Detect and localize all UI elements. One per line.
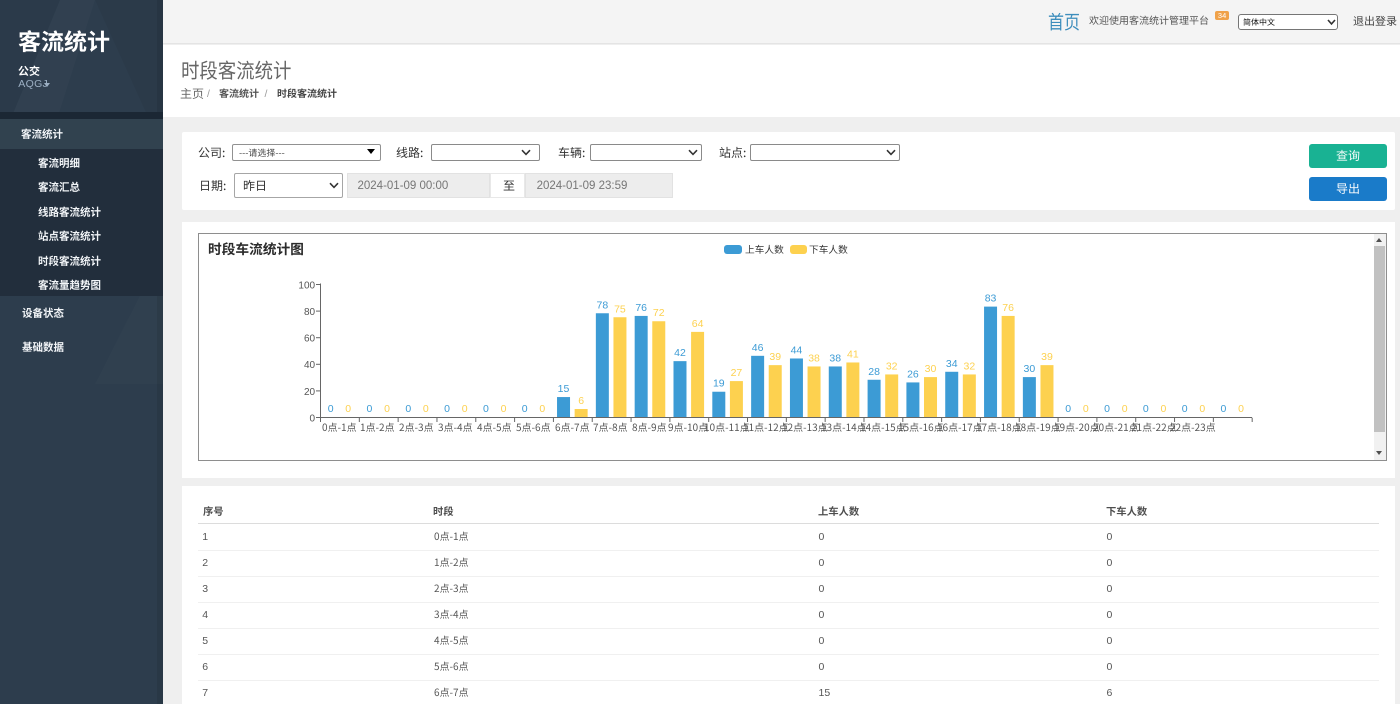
svg-text:0: 0 bbox=[1181, 403, 1187, 415]
svg-text:0: 0 bbox=[1238, 403, 1244, 415]
svg-text:0: 0 bbox=[1121, 403, 1127, 415]
svg-text:38: 38 bbox=[808, 352, 820, 364]
svg-text:30: 30 bbox=[924, 363, 936, 375]
svg-text:0: 0 bbox=[1082, 403, 1088, 415]
svg-text:40: 40 bbox=[303, 360, 315, 371]
svg-text:19: 19 bbox=[712, 378, 724, 390]
svg-text:0: 0 bbox=[482, 403, 488, 415]
svg-text:32: 32 bbox=[963, 360, 975, 372]
svg-text:0: 0 bbox=[405, 403, 411, 415]
svg-text:28: 28 bbox=[868, 366, 880, 378]
svg-text:78: 78 bbox=[596, 299, 608, 311]
svg-text:0: 0 bbox=[1065, 403, 1071, 415]
svg-text:38: 38 bbox=[829, 352, 841, 364]
svg-text:6: 6 bbox=[578, 395, 584, 407]
svg-text:0: 0 bbox=[1160, 403, 1166, 415]
svg-text:0: 0 bbox=[327, 403, 333, 415]
svg-text:0: 0 bbox=[1142, 403, 1148, 415]
svg-text:0: 0 bbox=[366, 403, 372, 415]
svg-text:100: 100 bbox=[298, 280, 315, 291]
svg-text:0: 0 bbox=[444, 403, 450, 415]
svg-text:32: 32 bbox=[885, 360, 897, 372]
svg-text:0: 0 bbox=[521, 403, 527, 415]
svg-text:27: 27 bbox=[730, 367, 742, 379]
svg-text:46: 46 bbox=[751, 342, 763, 354]
svg-text:15: 15 bbox=[557, 383, 569, 395]
svg-text:80: 80 bbox=[303, 307, 315, 318]
svg-text:34: 34 bbox=[945, 358, 957, 370]
svg-text:41: 41 bbox=[847, 348, 859, 360]
svg-text:0: 0 bbox=[1220, 403, 1226, 415]
svg-text:64: 64 bbox=[691, 318, 703, 330]
svg-text:76: 76 bbox=[635, 302, 647, 314]
svg-text:0: 0 bbox=[422, 403, 428, 415]
svg-text:60: 60 bbox=[303, 334, 315, 345]
svg-text:75: 75 bbox=[614, 303, 626, 315]
svg-text:76: 76 bbox=[1002, 302, 1014, 314]
svg-text:0: 0 bbox=[309, 413, 315, 424]
svg-text:0: 0 bbox=[1104, 403, 1110, 415]
svg-text:0: 0 bbox=[384, 403, 390, 415]
svg-text:0: 0 bbox=[345, 403, 351, 415]
svg-text:72: 72 bbox=[652, 307, 664, 319]
svg-text:39: 39 bbox=[769, 351, 781, 363]
svg-text:0: 0 bbox=[1199, 403, 1205, 415]
svg-text:20: 20 bbox=[303, 387, 315, 398]
svg-text:83: 83 bbox=[984, 293, 996, 305]
svg-text:30: 30 bbox=[1023, 363, 1035, 375]
svg-text:26: 26 bbox=[907, 368, 919, 380]
svg-text:0: 0 bbox=[500, 403, 506, 415]
svg-text:39: 39 bbox=[1041, 351, 1053, 363]
svg-text:44: 44 bbox=[790, 344, 802, 356]
svg-text:42: 42 bbox=[674, 347, 686, 359]
svg-text:0: 0 bbox=[539, 403, 545, 415]
svg-text:0: 0 bbox=[461, 403, 467, 415]
